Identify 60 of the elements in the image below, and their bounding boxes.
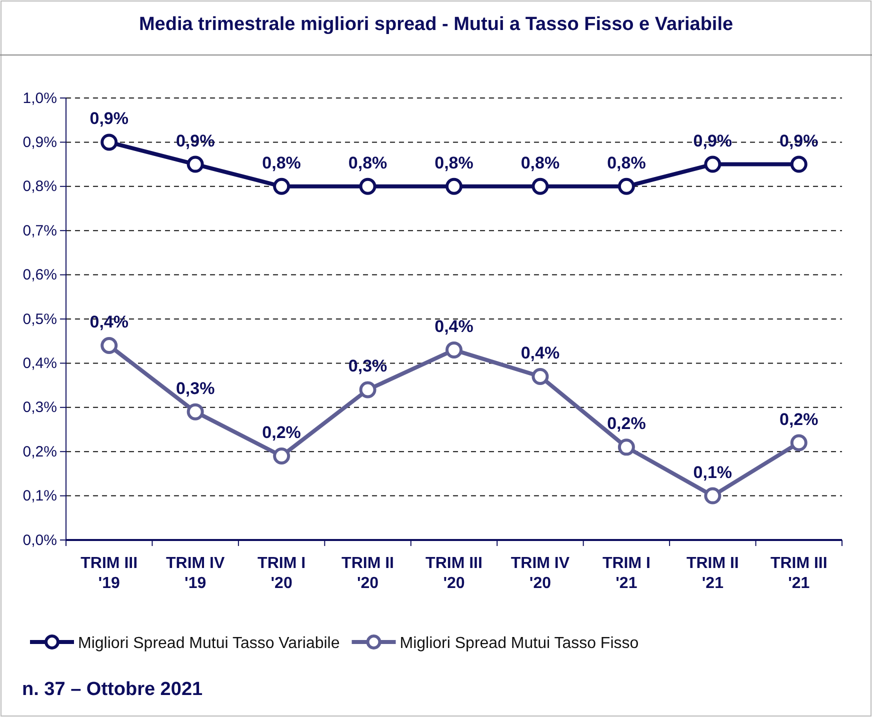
y-tick-label: 1,0% — [22, 90, 57, 107]
data-label: 0,8% — [520, 153, 560, 172]
data-label: 0,4% — [520, 343, 560, 362]
point — [273, 448, 290, 465]
x-tick-label: TRIM IV '19 — [166, 555, 225, 592]
y-tick-label: 0,2% — [22, 443, 57, 460]
point — [100, 134, 118, 151]
point — [273, 178, 290, 195]
x-tick-label: TRIM III '19 — [80, 555, 138, 592]
x-tick-label: TRIM II '21 — [686, 555, 739, 592]
x-tick-label: TRIM III '20 — [426, 555, 482, 592]
legend-label: Migliori Spread Mutui Tasso Variabile — [78, 635, 340, 652]
data-label: 0,9% — [693, 131, 732, 150]
point — [100, 337, 118, 354]
data-label: 0,4% — [434, 316, 474, 336]
point — [446, 178, 462, 195]
point — [359, 381, 376, 398]
x-tick-label: TRIM IV '20 — [510, 555, 570, 592]
x-tick-label: TRIM III '21 — [770, 555, 828, 592]
point — [790, 434, 808, 452]
data-label: 0,4% — [90, 312, 128, 332]
point — [446, 341, 462, 358]
point — [532, 368, 549, 385]
y-tick-label: 0,3% — [22, 399, 57, 416]
y-tick-label: 0,1% — [22, 488, 57, 505]
y-tick-label: 0,7% — [22, 222, 57, 240]
data-label: 0,9% — [780, 131, 818, 150]
y-tick-label: 0,9% — [22, 134, 57, 151]
y-tick-label: 0,5% — [22, 310, 57, 328]
y-tick-label: 0,8% — [22, 178, 57, 196]
point — [532, 178, 549, 195]
data-label: 0,8% — [607, 153, 646, 172]
y-tick-label: 0,4% — [22, 355, 57, 372]
point — [618, 438, 635, 456]
point — [186, 403, 204, 420]
data-label: 0,3% — [348, 356, 388, 376]
x-tick-label: TRIM II '20 — [342, 555, 394, 592]
point — [359, 178, 376, 195]
chart-title: Media trimestrale migliori spread - Mutui a Tasso Fisso e Variabile — [138, 14, 734, 35]
point — [704, 487, 722, 504]
data-label: 0,9% — [90, 109, 128, 128]
x-tick-label: TRIM I '21 — [602, 555, 650, 592]
data-label: 0,8% — [262, 153, 301, 172]
data-label: 0,2% — [607, 414, 646, 434]
legend-label: Migliori Spread Mutui Tasso Fisso — [400, 635, 639, 652]
data-label: 0,2% — [262, 423, 301, 442]
data-label: 0,3% — [176, 378, 215, 398]
point — [186, 156, 204, 173]
y-tick-label: 0,6% — [22, 266, 57, 284]
point — [790, 156, 808, 173]
y-tick-label: 0,0% — [22, 532, 57, 549]
data-label: 0,8% — [434, 153, 474, 172]
data-label: 0,2% — [780, 410, 818, 429]
data-label: 0,9% — [176, 131, 215, 150]
text: n. 37 – Ottobre 2021 — [22, 679, 204, 700]
data-label: 0,1% — [693, 462, 732, 482]
data-label: 0,8% — [348, 153, 388, 172]
x-tick-label: TRIM I '20 — [258, 555, 306, 592]
point — [618, 178, 635, 195]
point — [704, 156, 722, 173]
